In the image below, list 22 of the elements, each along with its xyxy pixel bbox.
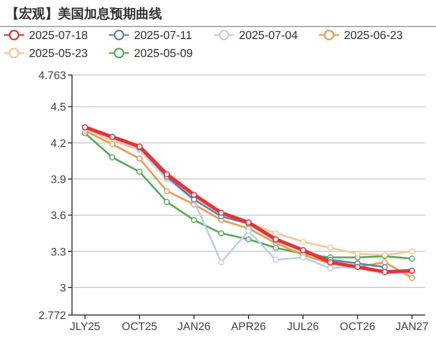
x-tick-label: OCT25 — [122, 321, 158, 333]
x-tick-label: JAN26 — [177, 321, 211, 333]
x-tick-label: APR26 — [231, 321, 266, 333]
y-tick-label: 3 — [60, 282, 66, 295]
x-tick-label: JAN27 — [395, 321, 429, 333]
legend-label: 2025-06-23 — [344, 30, 403, 42]
y-tick-label: 3.3 — [50, 246, 66, 258]
x-tick-label: JLY25 — [70, 321, 100, 333]
y-tick-label: 3.9 — [50, 174, 66, 186]
legend-label: 2025-07-11 — [134, 30, 192, 42]
y-tick-label: 3.6 — [50, 210, 66, 222]
legend-label: 2025-07-18 — [29, 30, 88, 42]
x-tick-label: JUL26 — [287, 321, 319, 333]
legend-label: 2025-05-23 — [29, 48, 88, 60]
x-tick-label: OCT26 — [340, 321, 376, 333]
legend-label: 2025-05-09 — [134, 48, 193, 60]
y-tick-label: 4.763 — [38, 70, 66, 82]
y-tick-label: 4.2 — [50, 138, 66, 150]
y-tick-label: 2.772 — [38, 310, 66, 322]
chart-title: 【宏观】美国加息预期曲线 — [6, 6, 162, 21]
legend-label: 2025-07-04 — [239, 30, 298, 42]
y-tick-label: 4.5 — [50, 102, 66, 114]
